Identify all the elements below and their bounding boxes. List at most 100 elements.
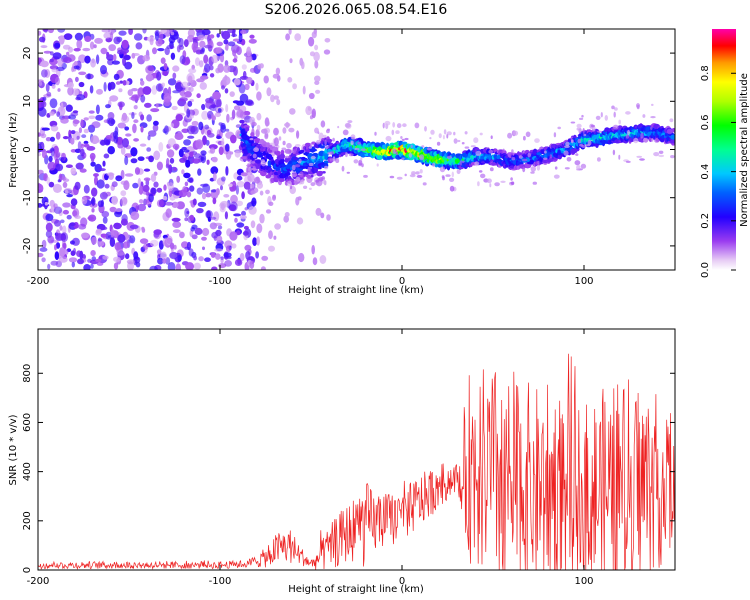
spectrogram-cell (496, 154, 501, 160)
spectrogram-cell (146, 147, 152, 152)
spectrogram-cell (249, 34, 255, 39)
spectrogram-cell (530, 171, 535, 174)
spectrogram-cell (216, 41, 223, 47)
spectrogram-cell (443, 129, 447, 135)
spectrogram-cell (222, 76, 231, 86)
spectrogram-cell (53, 145, 59, 154)
figure-title: S206.2026.065.08.54.E16 (265, 2, 448, 18)
spectrogram-cell (445, 174, 451, 177)
spectrogram-cell (350, 140, 354, 146)
spectrogram-cell (137, 177, 142, 188)
spectrogram-cell (310, 155, 316, 160)
spectrogram-cell (83, 184, 90, 194)
spectrogram-cell (201, 236, 207, 241)
spectrogram-cell (74, 215, 81, 220)
spectrogram-cell (160, 57, 166, 64)
spectrogram-cell (122, 80, 127, 86)
spectrogram-cell (625, 160, 631, 163)
spectrogram-cell (202, 227, 210, 237)
spectrogram-cell (104, 183, 110, 189)
spectrogram-cell (63, 57, 72, 64)
spectrogram-cell (530, 166, 536, 172)
spectrogram-cell (194, 227, 203, 235)
spectrogram-cell (342, 129, 349, 136)
spectrogram-cell (130, 147, 138, 157)
spectrogram-cell (579, 143, 584, 147)
spectrogram-cell (489, 183, 492, 188)
spectrogram-cell (140, 126, 144, 133)
spectrogram-cell (510, 177, 513, 181)
spectrogram-cell (209, 216, 217, 220)
spectrogram-cell (284, 155, 291, 159)
spectrogram-cell (267, 160, 272, 167)
spectrogram-cell (510, 181, 515, 185)
spectrogram-cell (231, 243, 237, 249)
spectrogram-cell (431, 158, 436, 163)
spectrogram-cell (165, 208, 172, 218)
spectrogram-cell (570, 139, 574, 144)
spectrogram-cell (110, 119, 116, 125)
spectrogram-cell (654, 138, 660, 143)
spectrogram-cell (150, 187, 157, 195)
spectrogram-cell (252, 237, 257, 247)
spectrogram-cell (58, 35, 65, 45)
spectrogram-cell (319, 255, 327, 264)
spectrogram-cell (61, 176, 67, 181)
spectrogram-cell (89, 152, 96, 160)
spectrogram-cell (374, 142, 382, 148)
spectrogram-cell (95, 258, 102, 263)
spectrogram-cell (197, 201, 207, 207)
spectrogram-cell (459, 160, 463, 166)
spectrogram-cell (557, 126, 561, 130)
spectrogram-cell (114, 242, 121, 251)
spectrogram-cell (284, 157, 289, 163)
spectrogram-cell (73, 48, 81, 52)
spectrogram-cell (231, 109, 236, 120)
spectrogram-cell (83, 117, 89, 121)
spectrogram-cell (187, 177, 194, 183)
spectrogram-cell (220, 185, 223, 191)
spectrogram-cell (117, 143, 124, 149)
colorbar-tick-label: 0.6 (700, 114, 711, 130)
spectrogram-cell (214, 112, 221, 118)
spectrogram-cell (211, 266, 218, 270)
spectrogram-cell (117, 101, 125, 108)
spectrogram-cell (236, 46, 242, 56)
spectrogram-cell (78, 71, 87, 76)
spectrogram-cell (305, 146, 309, 151)
top-x-axis: -200 -100 0 100 (27, 29, 594, 287)
colorbar-tick-label: 0.0 (700, 262, 711, 278)
spectrogram-cell (98, 168, 106, 172)
spectrogram-cell (140, 94, 146, 103)
spectrogram-cell (47, 161, 56, 171)
spectrogram-cell (209, 73, 215, 78)
spectrogram-cell (66, 194, 73, 198)
spectrogram-cell (51, 68, 59, 73)
spectrogram-cell (135, 42, 143, 50)
spectrogram-cell (226, 113, 230, 123)
spectrogram-cell (212, 172, 217, 182)
spectrogram-cell (651, 138, 654, 142)
spectrogram-cell (303, 185, 308, 189)
spectrogram-cell (307, 176, 312, 179)
spectrogram-cell (596, 130, 603, 133)
spectrogram-cell (461, 160, 465, 163)
spectrogram-cell (105, 104, 111, 109)
spectrogram-cell (140, 114, 145, 121)
spectrogram-cell (294, 144, 301, 147)
spectrogram-cell (324, 38, 331, 43)
spectrogram-cell (125, 133, 132, 137)
colorbar-tick-label: 0.8 (700, 65, 711, 81)
spectrogram-cell (268, 201, 274, 206)
spectrogram-cell (152, 124, 159, 132)
spectrogram-cell (107, 146, 115, 155)
spectrogram-cell (84, 35, 92, 43)
spectrogram-cell (169, 252, 179, 260)
spectrogram-cell (96, 261, 104, 266)
spectrogram-cell (133, 251, 139, 260)
spectrogram-cell (251, 121, 257, 127)
spectrogram-cell (613, 111, 616, 118)
spectrogram-cell (80, 232, 90, 239)
spectrogram-cell (139, 238, 149, 244)
spectrogram-cell (38, 36, 46, 43)
